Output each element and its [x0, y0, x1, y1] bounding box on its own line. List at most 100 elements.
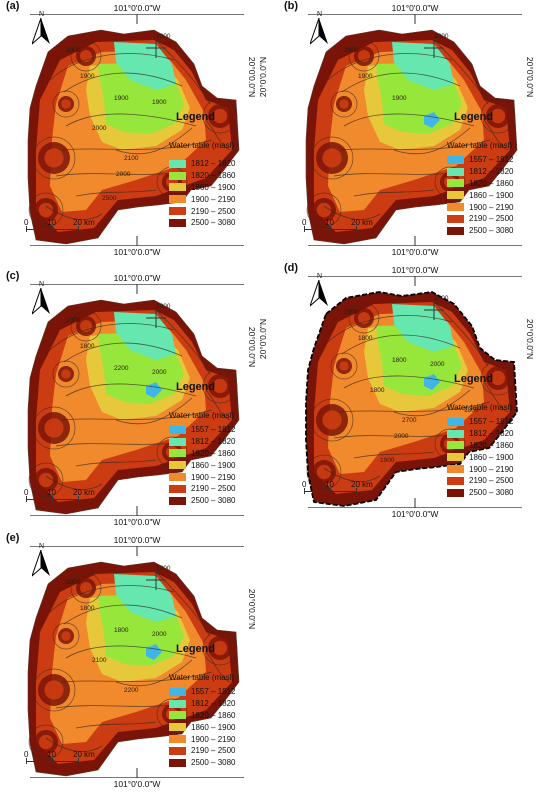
legend-label: 1820 – 1860: [191, 171, 236, 181]
legend-list: 1557 – 1812 1812 – 1820 1820 – 1860 1860 – …: [169, 686, 236, 769]
legend-item: 2500 – 3080: [169, 495, 236, 507]
contour-line: [63, 72, 183, 93]
legend-label: 1557 – 1812: [469, 417, 514, 427]
pit-core: [61, 99, 71, 109]
contour-line: [353, 451, 435, 459]
legend-list: 1812 – 1820 1820 – 1860 1860 – 1900 1900 – …: [169, 158, 236, 229]
legend-label: 1900 – 2190: [191, 734, 236, 744]
legend-swatch: [169, 496, 186, 505]
contour-line: [483, 119, 509, 151]
contour-label: 1900: [114, 95, 129, 102]
legend-item: 1820 – 1860: [169, 448, 236, 460]
scale-label: 10: [325, 218, 334, 227]
contour-line: [343, 113, 475, 127]
contour-ring: [32, 406, 76, 450]
contour-ring: [52, 622, 80, 650]
contour-label: 2000: [152, 631, 167, 638]
scale-label: 10: [47, 218, 56, 227]
legend-label: 1557 – 1812: [191, 425, 236, 435]
legend-label: 1900 – 2190: [469, 202, 514, 212]
legend-swatch: [169, 723, 186, 732]
legend-label: 2500 – 3080: [191, 218, 236, 228]
north-letter: N: [39, 11, 45, 18]
legend-swatch: [169, 195, 186, 204]
legend-label: 1820 – 1860: [191, 710, 236, 720]
legend-subtitle: Water table (masl): [169, 141, 235, 150]
contour-line: [63, 342, 183, 363]
longitude-bottom: 101°0'0.0"W: [113, 517, 161, 527]
water-table-map: 1900 2000 1800 2200 2000: [27, 284, 240, 516]
legend-item: 1557 – 1812: [169, 424, 236, 436]
legend-item: 1900 – 2190: [447, 463, 514, 475]
legend-item: 2500 – 3080: [447, 225, 514, 237]
legend-title: Legend: [176, 381, 216, 393]
contour-line: [205, 389, 231, 421]
contour-label: 1900: [152, 99, 167, 106]
legend-item: 1557 – 1812: [169, 686, 236, 698]
legend-item: 1820 – 1860: [169, 710, 236, 722]
legend-swatch: [169, 207, 186, 216]
map-panel: (d) 2300 2000 1800 1800 2000 1800 2700 2000 1900 1…: [258, 262, 546, 524]
contour-ring: [306, 454, 342, 490]
legend-swatch: [447, 214, 464, 223]
legend-item: 1820 – 1860: [447, 178, 514, 190]
legend-item: 1812 – 1820: [169, 698, 236, 710]
legend-label: 1860 – 1900: [191, 460, 236, 470]
pit-core: [322, 148, 342, 168]
latitude-right: 20°0'0.0"N: [525, 318, 536, 360]
contour-ring: [32, 136, 76, 180]
contour-line: [115, 127, 193, 155]
legend-label: 1900 – 2190: [191, 194, 236, 204]
legend-label: 2500 – 3080: [469, 488, 514, 498]
contour-line: [341, 72, 461, 93]
contour-line: [323, 467, 381, 482]
legend-item: 1812 – 1820: [169, 436, 236, 448]
legend-item: 2190 – 2500: [169, 745, 236, 757]
north-arrow-icon: [310, 18, 328, 45]
legend-label: 1860 – 1900: [191, 182, 236, 192]
legend-item: 1900 – 2190: [447, 201, 514, 213]
legend-swatch: [169, 473, 186, 482]
contour-ring: [70, 572, 102, 604]
legend-item: 1860 – 1900: [169, 182, 236, 194]
legend-swatch: [169, 687, 186, 696]
legend-item: 1812 – 1820: [447, 428, 514, 440]
contour-line: [393, 127, 471, 155]
legend-swatch: [447, 155, 464, 164]
legend-item: 1900 – 2190: [169, 193, 236, 205]
contour-line: [61, 139, 213, 151]
scale-label: 0: [302, 218, 307, 227]
legend-subtitle: Water table (masl): [447, 141, 513, 150]
longitude-top: 101°0'0.0"W: [391, 265, 439, 275]
contour-label: 2700: [402, 417, 417, 424]
legend-label: 1900 – 2190: [469, 464, 514, 474]
contour-line: [63, 604, 183, 625]
contour-line: [339, 139, 491, 151]
contour-label: 2100: [92, 657, 107, 664]
scale-label: 0: [24, 750, 29, 759]
contour-label: 1800: [392, 357, 407, 364]
longitude-top: 101°0'0.0"W: [113, 3, 161, 13]
legend-swatch: [169, 171, 186, 180]
legend-title: Legend: [176, 111, 216, 123]
legend-item: 1557 – 1812: [447, 416, 514, 428]
north-letter: N: [39, 281, 45, 288]
legend-item: 1860 – 1900: [169, 459, 236, 471]
contour-line: [155, 309, 211, 375]
contour-line: [75, 721, 157, 729]
legend-list: 1557 – 1812 1812 – 1820 1820 – 1860 1860 – …: [447, 154, 514, 237]
map-panel: (a) 2000 2000 1900 1900 1900 2000 2100 2000 2500 N…: [6, 0, 268, 262]
pit-core: [212, 108, 228, 124]
pit-core: [316, 464, 332, 480]
contour-line: [327, 53, 453, 81]
legend-label: 1812 – 1820: [191, 159, 236, 169]
contour-line: [433, 301, 489, 367]
legend-item: 1900 – 2190: [169, 733, 236, 745]
map-panel: (e) 2000 1900 1800 1800 2000 2100 2200 N 101°0'0.…: [6, 532, 268, 794]
legend-list: 1557 – 1812 1812 – 1820 1820 – 1860 1860 – …: [169, 424, 236, 507]
contour-line: [205, 651, 231, 683]
panel-label: (d): [284, 262, 299, 274]
legend-label: 1812 – 1820: [191, 699, 236, 709]
legend-item: 2500 – 3080: [447, 487, 514, 499]
contour-line: [323, 205, 381, 220]
